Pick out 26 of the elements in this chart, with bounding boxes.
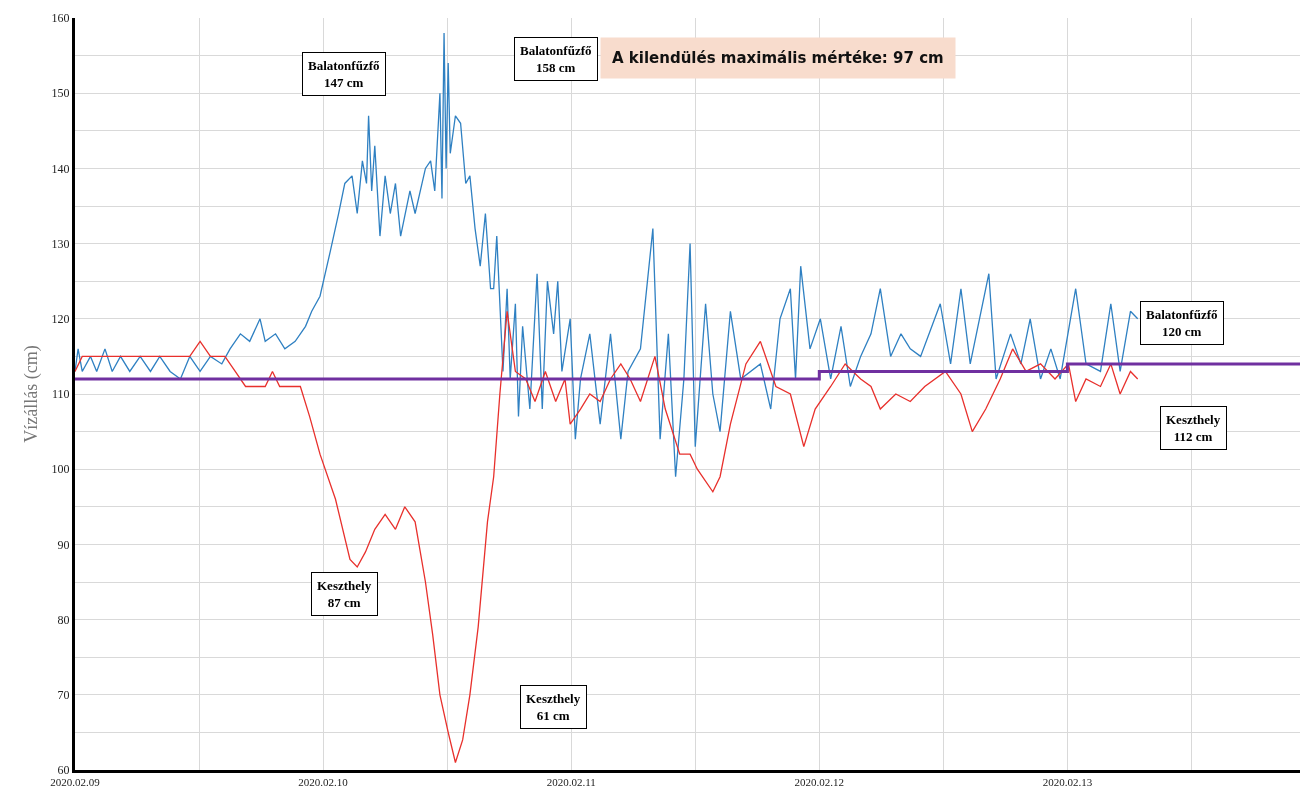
annotation: Keszthely 112 cm [1166, 412, 1221, 444]
y-axis-title: Vízállás (cm) [20, 345, 42, 443]
annotation: Keszthely 61 cm [526, 691, 581, 723]
x-tick-label: 2020.02.12 [794, 776, 845, 789]
x-tick-label: 2020.02.09 [50, 776, 101, 789]
annotation: Balatonfűzfő 147 cm [308, 58, 380, 90]
x-tick-label: 2020.02.11 [546, 776, 596, 789]
y-tick-label: 130 [51, 236, 70, 251]
y-tick-label: 120 [51, 312, 70, 326]
x-tick-label: 2020.02.10 [298, 776, 349, 789]
y-tick-label: 100 [51, 462, 70, 477]
y-tick-label: 150 [51, 86, 70, 101]
y-tick-label: 140 [51, 161, 70, 176]
line-series [75, 310, 1139, 764]
y-tick-label: 60 [57, 763, 70, 778]
y-tick-label: 90 [57, 537, 70, 552]
annotation: Keszthely 87 cm [317, 578, 372, 610]
x-tick-label: 2020.02.13 [1042, 776, 1093, 789]
y-tick-label: 80 [57, 612, 70, 627]
annotation: Balatonfűzfő 120 cm [1146, 307, 1218, 339]
line-series [75, 32, 1139, 478]
y-tick-label: 160 [51, 11, 70, 26]
annotation: Balatonfűzfő 158 cm [520, 43, 592, 75]
y-tick-label: 110 [52, 387, 70, 402]
y-tick-label: 70 [57, 688, 70, 702]
annotation: A kilendülés maximális mértéke: 97 cm [612, 49, 944, 67]
